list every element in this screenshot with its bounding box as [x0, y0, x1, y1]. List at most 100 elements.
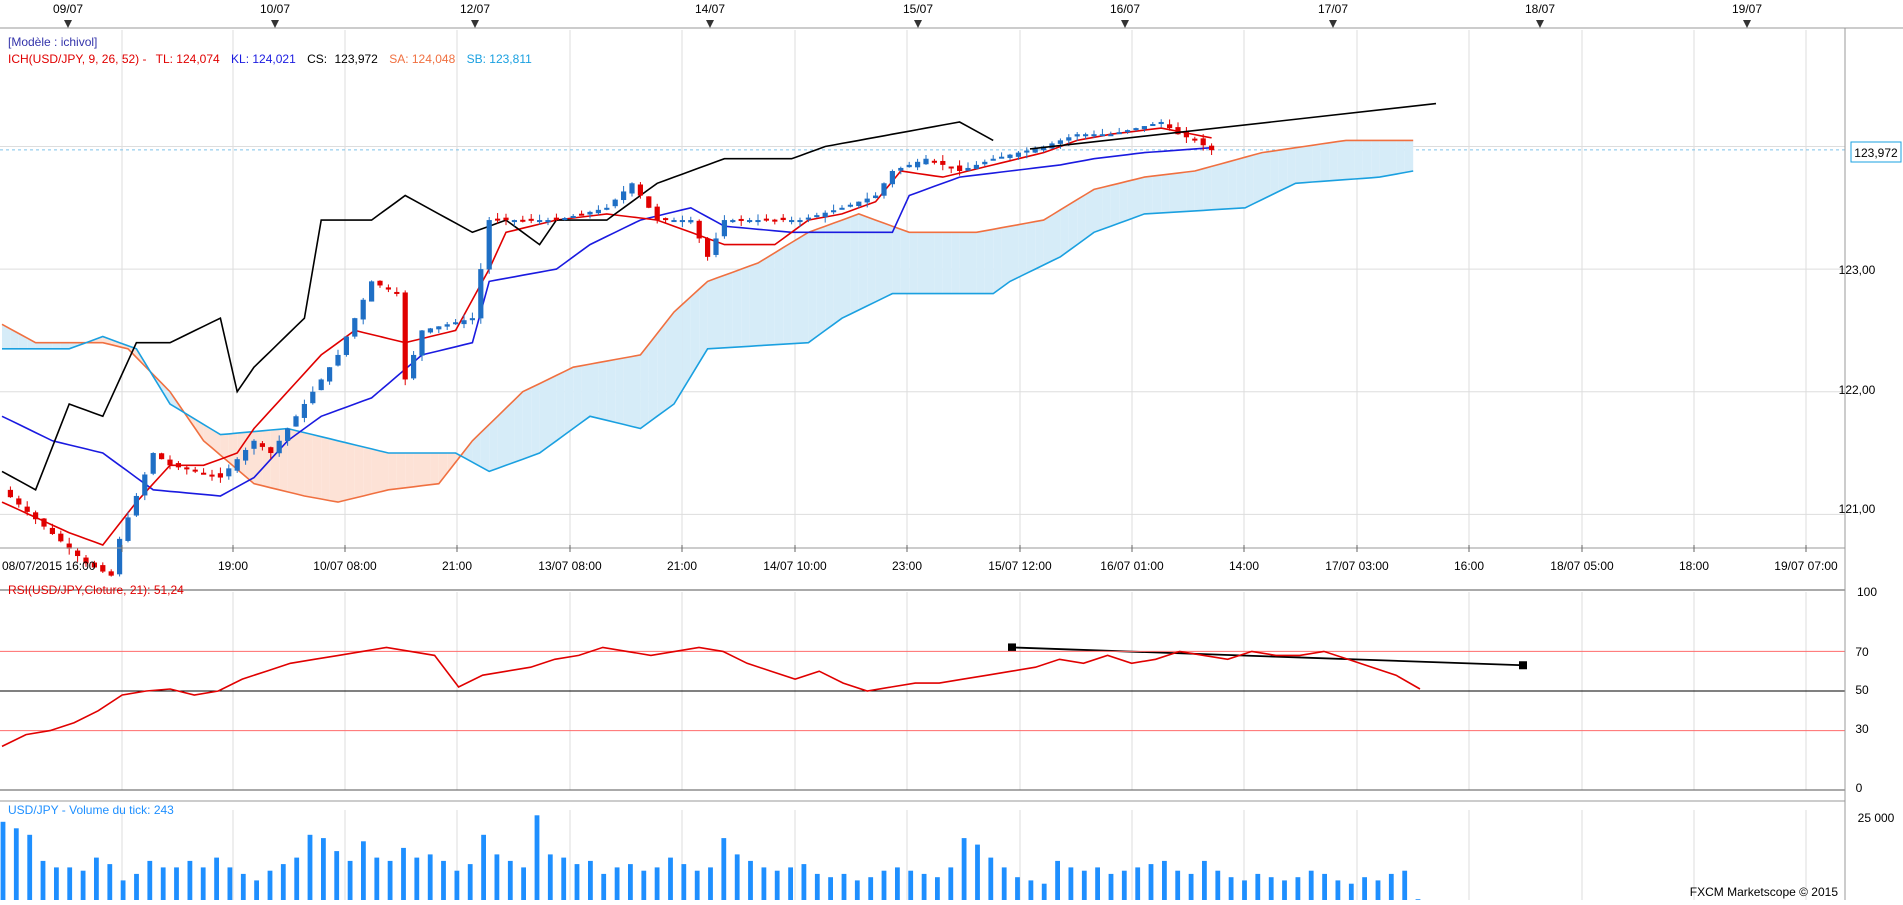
- candle-body: [469, 318, 475, 321]
- cloud-segment: [875, 220, 884, 302]
- volume-bar: [120, 880, 126, 900]
- volume-bar: [94, 857, 99, 900]
- cloud-segment: [598, 361, 607, 421]
- candle-body: [453, 322, 459, 325]
- candle-body: [528, 218, 534, 221]
- cloud-segment: [1178, 172, 1187, 212]
- volume-bar: [774, 870, 780, 900]
- volume-bar: [427, 854, 433, 900]
- candle-body: [1125, 130, 1131, 133]
- cloud-segment: [749, 262, 758, 347]
- volume-bar: [0, 821, 6, 900]
- cloud-segment: [632, 354, 641, 429]
- cloud-segment: [1253, 152, 1262, 204]
- volume-bar: [761, 867, 767, 900]
- price-trendline[interactable]: [1029, 102, 1437, 150]
- cloud-segment: [1136, 177, 1145, 217]
- candle-body: [478, 269, 484, 319]
- candle-body: [192, 469, 198, 472]
- cloud-segment: [44, 342, 53, 349]
- cloud-segment: [52, 342, 61, 349]
- cloud-segment: [422, 453, 431, 486]
- volume-bar: [187, 860, 193, 900]
- volume-bar: [614, 867, 620, 900]
- cloud-segment: [380, 450, 389, 492]
- cloud-segment: [1152, 175, 1162, 214]
- candle-body: [772, 219, 778, 222]
- candle-body: [16, 498, 22, 505]
- rsi-tick-70: 70: [1855, 645, 1869, 659]
- candle-body: [948, 166, 954, 169]
- cloud-segment: [10, 328, 19, 349]
- rsi-trendline-handle-end[interactable]: [1519, 661, 1527, 670]
- volume-bar: [975, 844, 980, 900]
- candle-body: [906, 164, 912, 168]
- top-date-tick-2: [471, 20, 479, 28]
- cloud-segment: [976, 230, 985, 294]
- cloud-segment: [1018, 223, 1027, 278]
- candle-body: [58, 533, 64, 542]
- volume-bar: [721, 838, 727, 900]
- cloud-segment: [758, 257, 767, 346]
- rsi-trendline[interactable]: [1011, 646, 1524, 667]
- top-date-tick-0: [64, 20, 72, 28]
- candle-body: [831, 210, 837, 213]
- volume-bar: [387, 860, 393, 900]
- candle-body: [511, 220, 517, 223]
- candle-body: [226, 468, 232, 477]
- cloud-segment: [413, 453, 422, 487]
- volume-bar: [67, 867, 73, 900]
- cloud-segment: [497, 408, 506, 469]
- volume-bar: [414, 857, 420, 900]
- cloud-segment: [338, 440, 347, 503]
- volume-bar: [507, 860, 513, 900]
- candle-body: [461, 320, 467, 325]
- cloud-segment: [556, 371, 565, 441]
- time-label-14: 18:00: [1679, 559, 1709, 573]
- volume-bar: [574, 864, 580, 900]
- candle-body: [352, 318, 358, 337]
- candle-body: [789, 220, 795, 223]
- cloud-segment: [858, 213, 868, 310]
- cloud-segment: [623, 356, 632, 427]
- candle-body: [133, 495, 139, 516]
- cloud-segment: [1245, 154, 1254, 208]
- top-date-7: 18/07: [1525, 2, 1555, 16]
- cloud-segment: [60, 342, 70, 349]
- candle-body: [1167, 124, 1173, 129]
- rsi-trendline-handle-start[interactable]: [1008, 643, 1016, 652]
- volume-bar: [321, 838, 326, 900]
- volume-bar: [240, 873, 246, 900]
- cloud-segment: [195, 419, 204, 441]
- cloud-segment: [35, 342, 44, 349]
- candle-body: [1150, 124, 1156, 127]
- top-date-8: 19/07: [1732, 2, 1762, 16]
- candle-body: [377, 280, 383, 286]
- cloud-segment: [539, 379, 548, 454]
- cloud-segment: [1060, 204, 1069, 257]
- candle-body: [1074, 134, 1080, 137]
- candle-body: [495, 218, 501, 221]
- cloud-segment: [1035, 220, 1044, 270]
- volume-bar: [134, 873, 139, 900]
- drawn-trendlines[interactable]: [1008, 102, 1527, 670]
- cloud-segment: [774, 247, 784, 345]
- volume-bar: [441, 860, 446, 900]
- candle-body: [335, 354, 341, 366]
- candle-body: [562, 218, 568, 221]
- candle-body: [209, 474, 215, 477]
- grid-lines: [0, 30, 1845, 900]
- cloud-segment: [1329, 141, 1338, 181]
- volume-bar: [628, 864, 633, 900]
- candle-body: [1099, 134, 1105, 137]
- top-date-0: 09/07: [53, 2, 83, 16]
- cloud-segment: [968, 232, 977, 294]
- candle-body: [957, 165, 963, 172]
- volume-bar: [828, 877, 833, 900]
- cloud-segment: [791, 237, 800, 344]
- candle-body: [705, 238, 711, 257]
- candle-body: [285, 428, 291, 441]
- candle-body: [1209, 145, 1215, 151]
- cloud-segment: [716, 275, 725, 349]
- cloud-segment: [942, 232, 952, 294]
